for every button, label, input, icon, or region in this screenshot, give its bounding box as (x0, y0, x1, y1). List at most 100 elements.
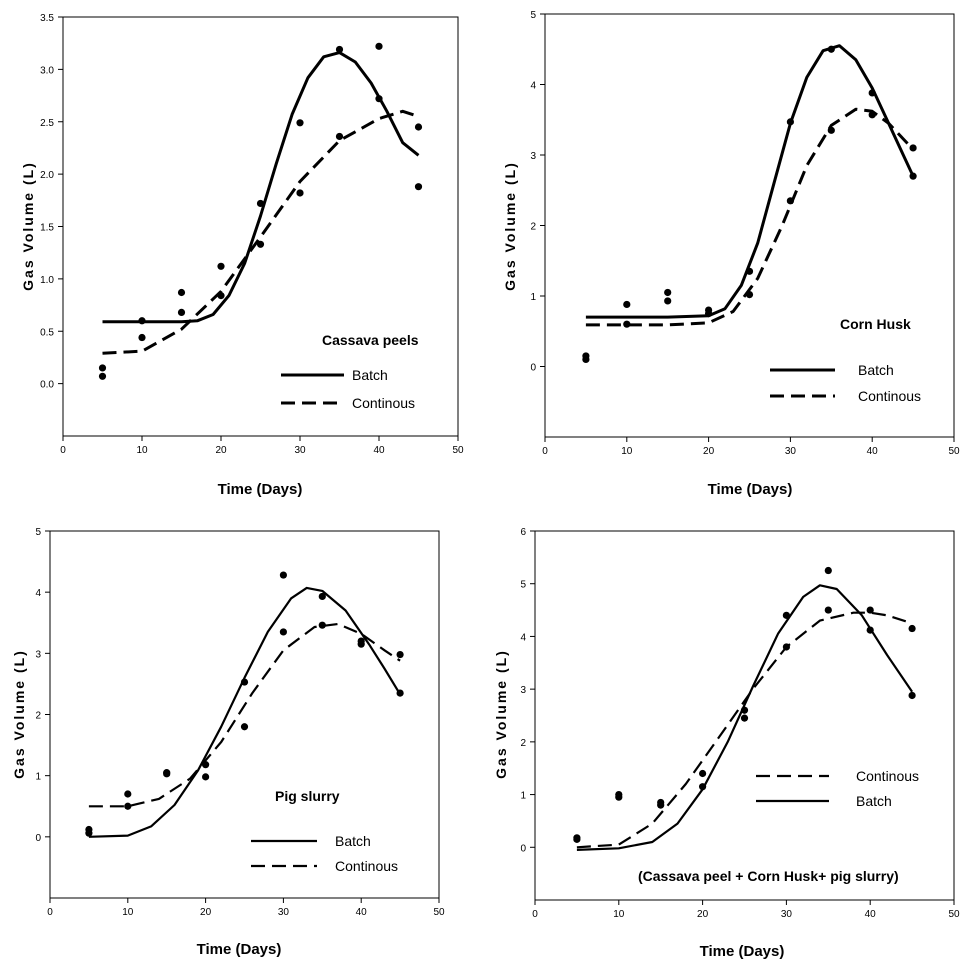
series-line-batch (102, 51, 420, 324)
data-point-batch (177, 288, 186, 297)
data-point-continous (664, 297, 672, 305)
data-point-batch (138, 317, 146, 325)
y-tick-label: 5 (530, 10, 536, 21)
y-tick-label: 2.0 (40, 170, 54, 181)
plot-frame (534, 530, 955, 901)
data-point-continous (414, 123, 423, 131)
data-point-continous (335, 132, 344, 141)
data-point-batch (824, 566, 832, 575)
panel-cassava-peels: 0 10 20 30 40 50 0.0 0.5 1.0 1.5 2.0 2.5 3.0 3.5 Time … (0, 0, 480, 510)
y-tick-label: 1 (35, 772, 41, 783)
x-tick-label: 30 (278, 907, 290, 918)
y-tick-label: 4 (520, 632, 526, 643)
y-tick-label: 0.0 (40, 380, 54, 391)
y-tick-label: 0.5 (40, 327, 54, 338)
data-point-continous (177, 308, 186, 316)
y-axis-title: Gas Volume (L) (11, 649, 27, 779)
data-point-continous (124, 802, 132, 810)
data-point-batch (868, 89, 876, 97)
x-tick-label: 40 (867, 446, 879, 457)
chart-cassava-peels: 0 10 20 30 40 50 0.0 0.5 1.0 1.5 2.0 2.5 3.0 3.5 Time … (20, 13, 464, 498)
legend-label-continous: Continous (856, 768, 919, 784)
panel-label: Corn Husk (840, 316, 911, 332)
x-tick-label: 10 (613, 909, 625, 920)
data-point-continous (202, 773, 210, 781)
y-tick-label: 0 (530, 363, 536, 374)
legend-label-batch: Batch (335, 833, 371, 849)
data-point-batch (615, 790, 623, 799)
data-point-batch (908, 691, 916, 700)
y-axis-title: Gas Volume (L) (493, 649, 509, 779)
series-line-batch (576, 584, 914, 851)
y-tick-label: 3.5 (40, 13, 54, 24)
x-tick-label: 30 (781, 909, 793, 920)
data-point-batch (414, 183, 423, 191)
data-point-batch (98, 364, 107, 372)
chart-corn-husk: 0 10 20 30 40 50 0 1 2 3 4 5 Time (Days) Gas Volume (… (502, 10, 960, 498)
x-tick-label: 50 (452, 445, 464, 456)
legend-label-continous: Continous (858, 388, 921, 404)
data-point-batch (786, 118, 794, 126)
legend-label-continous: Continous (352, 395, 415, 411)
data-point-batch (782, 611, 790, 619)
series-line-continous (88, 622, 401, 808)
series-line-continous (576, 611, 913, 849)
panel-label: (Cassava peel + Corn Husk+ pig slurry) (638, 868, 899, 884)
x-axis-title: Time (Days) (218, 481, 303, 498)
x-axis-title: Time (Days) (197, 941, 282, 958)
x-tick-label: 40 (356, 907, 368, 918)
legend-label-batch: Batch (858, 362, 894, 378)
data-point-continous (908, 624, 916, 633)
x-axis-title: Time (Days) (700, 943, 785, 960)
legend-label-batch: Batch (352, 367, 388, 383)
legend-label-batch: Batch (856, 793, 892, 809)
data-point-batch (240, 678, 249, 686)
data-point-continous (745, 290, 754, 299)
x-tick-label: 50 (948, 446, 960, 457)
data-point-batch (396, 689, 404, 697)
data-point-continous (909, 144, 917, 152)
series-line-batch (88, 586, 402, 838)
data-point-continous (98, 372, 107, 380)
data-point-continous (582, 355, 590, 364)
y-tick-label: 3 (530, 151, 536, 162)
data-point-continous (786, 197, 794, 205)
data-point-batch (318, 592, 326, 601)
y-tick-label: 3.0 (40, 65, 54, 76)
x-tick-label: 20 (703, 446, 715, 457)
data-point-batch (573, 835, 581, 843)
data-point-batch (827, 45, 835, 53)
y-tick-label: 2.5 (40, 118, 54, 129)
x-tick-label: 30 (785, 446, 797, 457)
x-tick-label: 20 (697, 909, 709, 920)
x-tick-label: 40 (373, 445, 385, 456)
x-tick-label: 20 (215, 445, 227, 456)
y-tick-label: 1 (520, 791, 526, 802)
x-tick-label: 0 (542, 446, 548, 457)
y-axis-title: Gas Volume (L) (20, 161, 36, 291)
chart-mixture: 0 10 20 30 40 50 0 1 2 3 4 5 6 Time (Days) Gas Volume … (493, 527, 960, 960)
x-tick-label: 50 (948, 909, 960, 920)
y-tick-label: 3 (520, 685, 526, 696)
data-point-continous (256, 240, 265, 248)
data-point-batch (866, 626, 874, 634)
data-point-continous (296, 189, 304, 197)
data-point-batch (664, 288, 672, 297)
y-tick-label: 1.0 (40, 275, 54, 286)
plot-frame (62, 16, 459, 437)
data-point-continous (824, 606, 832, 614)
y-axis-title: Gas Volume (L) (502, 161, 518, 291)
data-point-continous (240, 723, 249, 731)
data-point-continous (827, 126, 835, 134)
y-tick-label: 3 (35, 649, 41, 660)
data-point-batch (699, 783, 707, 791)
plot-frame (49, 530, 440, 899)
y-tick-label: 2 (35, 711, 41, 722)
y-tick-label: 4 (35, 588, 41, 599)
x-tick-label: 0 (47, 907, 53, 918)
x-tick-label: 40 (865, 909, 877, 920)
data-point-batch (375, 42, 383, 50)
data-point-continous (740, 714, 749, 722)
panel-pig-slurry: 0 10 20 30 40 50 0 1 2 3 4 5 Time (Days) Gas Volume (… (0, 510, 480, 962)
data-point-continous (85, 829, 93, 837)
